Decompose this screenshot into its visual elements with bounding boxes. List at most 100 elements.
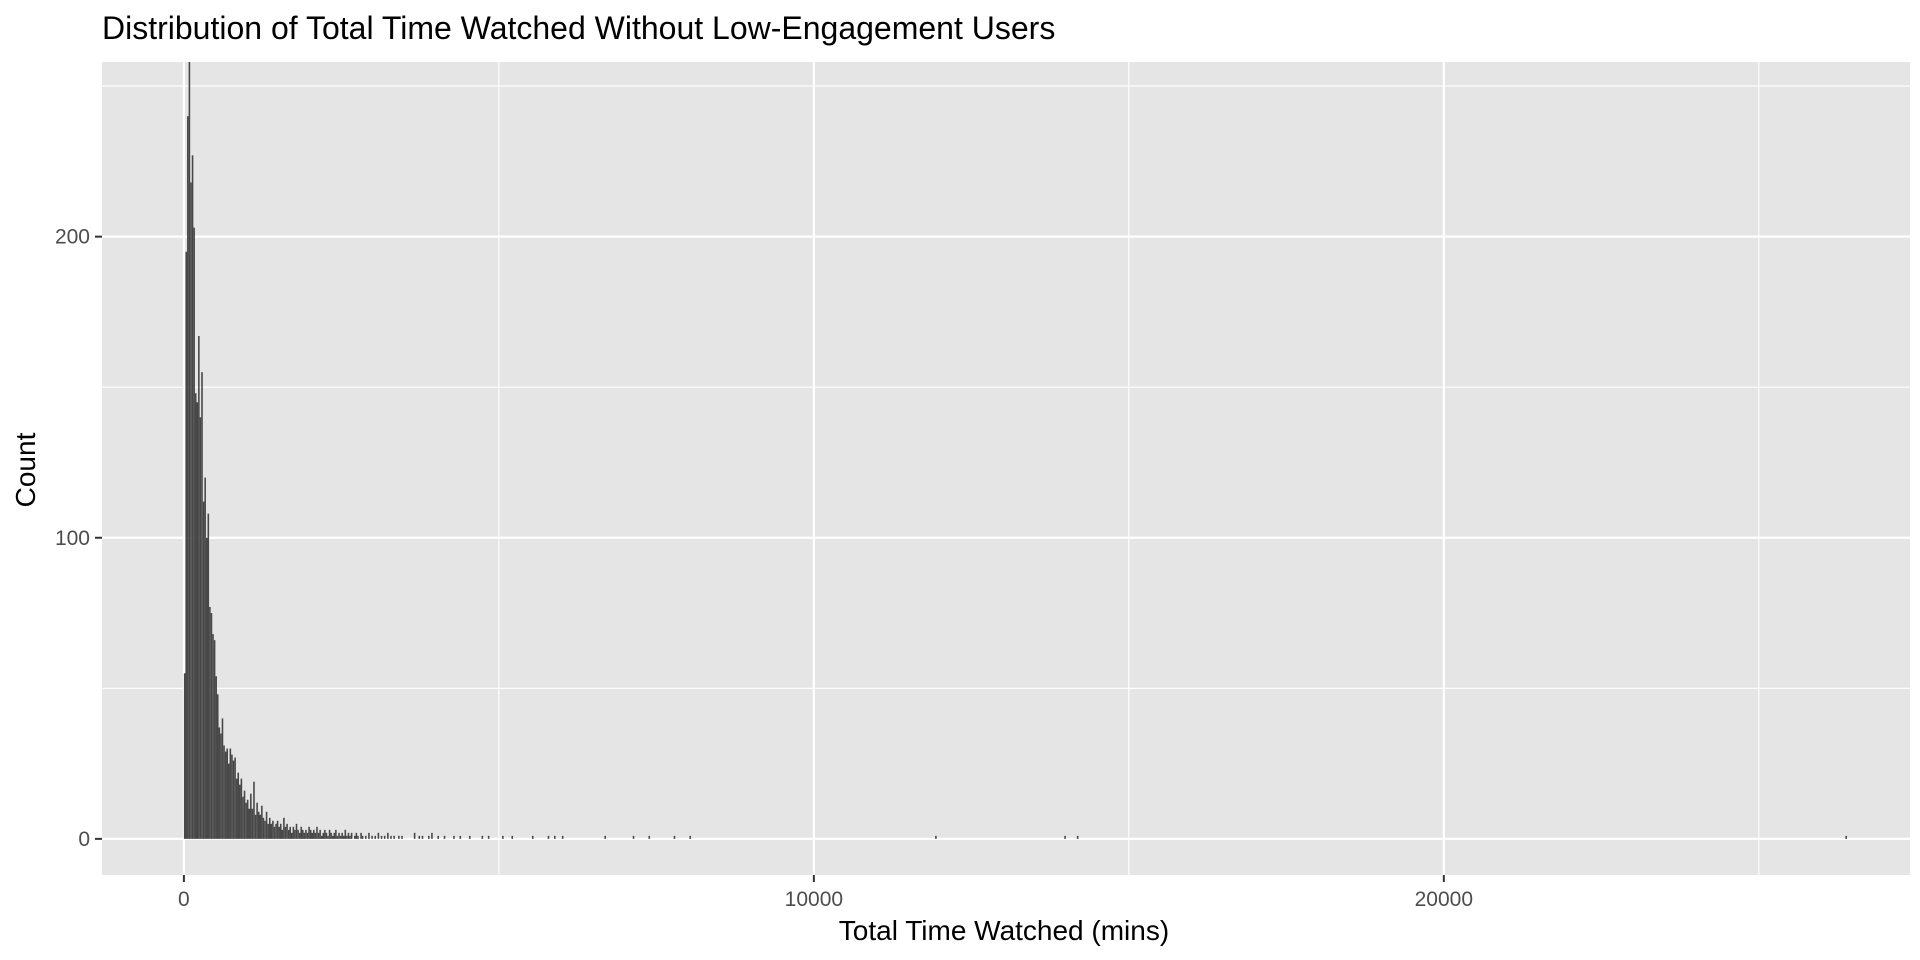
histogram-bar <box>398 835 400 839</box>
histogram-bar <box>349 835 351 839</box>
histogram-bar <box>300 826 303 839</box>
histogram-bar <box>502 835 504 839</box>
histogram-bar <box>365 835 367 839</box>
histogram-bar <box>234 757 236 839</box>
histogram-bar <box>279 823 282 839</box>
histogram-bar <box>226 748 228 839</box>
histogram-bar <box>383 835 386 839</box>
histogram-bar <box>317 832 320 839</box>
histogram-bar <box>220 733 222 839</box>
histogram-bar <box>261 805 263 839</box>
histogram-bar <box>286 823 288 839</box>
histogram-bar <box>632 835 635 839</box>
histogram-bar <box>239 784 241 839</box>
histogram-bar <box>245 802 247 839</box>
histogram-bar <box>935 835 937 839</box>
histogram-bar <box>468 835 471 839</box>
histogram-bar <box>207 513 210 839</box>
y-tick-label: 200 <box>55 226 90 249</box>
histogram-bar <box>371 835 373 839</box>
histogram-bar <box>183 673 186 839</box>
histogram-bar <box>259 814 262 839</box>
histogram-bar <box>421 835 424 839</box>
histogram-bar <box>235 778 238 839</box>
x-tick-label: 20000 <box>1415 888 1473 911</box>
histogram-bar <box>250 793 252 839</box>
histogram-bar <box>251 808 254 839</box>
histogram-bar <box>199 417 202 839</box>
histogram-bar <box>689 835 692 839</box>
histogram-bar <box>224 751 227 839</box>
histogram-bar <box>431 832 433 839</box>
histogram-bar <box>437 835 440 839</box>
histogram-bar <box>328 829 331 839</box>
histogram-bar <box>210 613 213 839</box>
histogram-bar <box>393 835 395 839</box>
histogram-bar <box>202 501 205 839</box>
histogram-bar <box>227 763 230 839</box>
histogram-bar <box>324 829 326 839</box>
histogram-bar <box>306 832 309 839</box>
histogram-bar <box>187 116 189 839</box>
histogram-bar <box>673 835 676 839</box>
histogram-bar <box>201 372 203 839</box>
histogram-bar <box>401 835 403 839</box>
histogram-bar <box>240 778 243 839</box>
histogram-bar <box>205 537 208 839</box>
histogram-bar <box>191 155 194 839</box>
histogram-bar <box>253 781 255 839</box>
histogram-bar <box>267 823 269 839</box>
x-tick-label: 10000 <box>785 888 843 911</box>
histogram-bar <box>212 634 214 839</box>
histogram-bar <box>322 832 325 839</box>
histogram-bar <box>511 835 514 839</box>
histogram-bar <box>1845 835 1848 839</box>
histogram-bar <box>264 820 266 839</box>
histogram-bar <box>257 811 260 839</box>
histogram-bar <box>325 832 328 839</box>
histogram-bar <box>418 835 421 839</box>
histogram-bar <box>290 832 293 839</box>
histogram-bar <box>292 826 295 839</box>
histogram-bar <box>316 826 318 839</box>
histogram-bar <box>305 829 307 839</box>
histogram-bar <box>344 829 347 839</box>
axes: 0 10000 20000 0 100 200 <box>55 226 1473 911</box>
histogram-bar <box>268 817 271 839</box>
histogram-bar <box>554 835 556 839</box>
histogram-bar <box>453 835 455 839</box>
histogram-bar <box>237 772 240 839</box>
histogram-bar <box>213 640 216 839</box>
histogram-bar <box>338 832 340 839</box>
histogram-bar <box>243 790 246 839</box>
histogram-bar <box>330 832 332 839</box>
histogram-bar <box>218 727 221 839</box>
histogram-bar <box>347 832 350 839</box>
histogram-bar <box>380 835 383 839</box>
histogram-bar <box>357 835 359 839</box>
y-tick-label: 100 <box>55 527 90 550</box>
histogram-bar <box>339 835 342 839</box>
histogram-bar <box>193 227 195 839</box>
histogram-bar <box>481 835 484 839</box>
histogram-bar <box>216 694 219 839</box>
panel-background <box>102 62 1910 875</box>
histogram-bar <box>194 393 197 839</box>
histogram-bar <box>270 823 273 839</box>
histogram-bar <box>278 826 280 839</box>
histogram-bar <box>221 718 224 839</box>
histogram-bars <box>183 62 1848 839</box>
histogram-bar <box>342 835 345 839</box>
histogram-bar <box>547 835 550 839</box>
histogram-bar <box>374 835 377 839</box>
histogram-bar <box>287 829 290 839</box>
histogram-bar <box>428 835 430 839</box>
histogram-bar <box>294 829 296 839</box>
histogram-bar <box>360 832 362 839</box>
histogram-bar <box>254 814 257 839</box>
histogram-bar <box>215 676 217 839</box>
histogram-bar <box>346 835 348 839</box>
histogram-bar <box>314 832 317 839</box>
histogram-bar <box>229 748 232 839</box>
histogram-bar <box>341 832 343 839</box>
